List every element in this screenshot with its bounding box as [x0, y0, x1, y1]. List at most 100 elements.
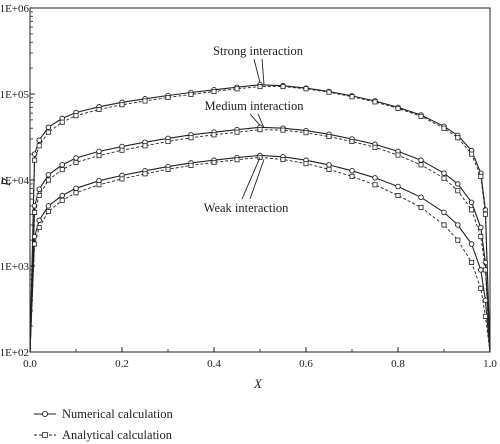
data-point [418, 162, 424, 168]
y-tick-label: 1E+06 [0, 3, 29, 15]
data-point [73, 159, 79, 165]
data-point [469, 207, 475, 213]
data-point [257, 154, 263, 160]
data-point [478, 234, 484, 240]
data-point [45, 209, 51, 215]
data-point [441, 209, 447, 216]
data-point [372, 144, 378, 150]
data-point [349, 139, 355, 145]
data-point [142, 171, 148, 177]
data-point [455, 222, 461, 228]
data-point [478, 285, 484, 291]
data-point [165, 95, 171, 101]
data-point [96, 182, 102, 188]
series-medium-interaction-analytical [29, 127, 491, 353]
data-point [303, 130, 309, 136]
annotation-arrow [257, 113, 265, 128]
data-point [59, 192, 65, 199]
data-point [303, 161, 309, 167]
data-point [280, 127, 286, 133]
annotation-text: Medium interaction [205, 99, 305, 113]
data-point [165, 139, 171, 145]
data-point [142, 98, 148, 104]
x-tick-label: 0.2 [115, 358, 129, 370]
data-point [59, 167, 65, 173]
data-point [211, 132, 217, 138]
series-layer [29, 82, 491, 353]
legend-label: Analytical calculation [62, 428, 173, 442]
data-point [441, 175, 447, 181]
annotation-arrow [261, 58, 265, 85]
data-point [211, 159, 217, 165]
data-point [469, 259, 475, 265]
legend-item-analytical: Analytical calculation [34, 428, 173, 442]
data-point [441, 125, 447, 131]
data-point [142, 143, 148, 149]
data-point [234, 129, 240, 135]
data-point [234, 157, 240, 163]
annotation-arrow [241, 157, 261, 200]
data-point [418, 194, 424, 201]
data-point [482, 297, 489, 303]
data-point [455, 237, 461, 243]
data-point [73, 190, 79, 196]
legend-label: Numerical calculation [62, 407, 173, 421]
y-axis-label: P [0, 178, 13, 187]
series-weak-interaction-analytical [29, 154, 491, 353]
legend-marker [42, 432, 48, 438]
data-point [372, 175, 378, 181]
data-point [32, 209, 38, 215]
data-point [45, 124, 52, 131]
data-point [32, 241, 38, 247]
data-point [36, 186, 42, 193]
data-point [455, 135, 461, 141]
x-tick-label: 0.4 [207, 358, 221, 370]
annotation-strong-interaction: Strong interaction [213, 44, 304, 85]
data-point [482, 267, 488, 273]
data-point [455, 188, 461, 194]
data-point [36, 143, 42, 149]
series-strong-interaction-numerical [29, 82, 491, 353]
data-point [482, 313, 488, 319]
annotation-arrow [249, 113, 261, 126]
y-tick-label: 1E+04 [0, 175, 29, 187]
data-point [395, 105, 401, 111]
data-point [96, 107, 102, 113]
x-tick-label: 0.6 [299, 358, 313, 370]
annotation-medium-interaction: Medium interaction [205, 99, 305, 128]
data-point [45, 203, 52, 209]
data-point [468, 199, 475, 206]
data-point [349, 94, 355, 100]
data-point [326, 162, 332, 168]
series-strong-interaction-analytical [29, 84, 491, 353]
data-point [418, 113, 424, 119]
data-point [441, 170, 447, 176]
data-point [73, 155, 79, 161]
data-point [45, 129, 51, 135]
data-point [326, 89, 332, 95]
data-point [478, 224, 484, 231]
data-point [257, 127, 263, 133]
data-point [59, 162, 65, 168]
legend: Numerical calculation Analytical calculat… [34, 407, 173, 442]
data-point [482, 211, 488, 217]
data-point [395, 183, 401, 190]
data-point [36, 217, 42, 224]
data-point [119, 102, 125, 108]
data-point [96, 148, 102, 155]
data-point [73, 113, 79, 119]
data-point [280, 157, 286, 163]
annotation-arrow [253, 58, 261, 83]
data-point [257, 84, 263, 90]
data-point [372, 99, 378, 105]
data-point [36, 137, 42, 143]
data-point [326, 166, 332, 172]
annotation-arrow [249, 159, 265, 200]
data-point [188, 162, 194, 168]
data-point [188, 135, 194, 141]
data-point [234, 86, 240, 92]
data-point [478, 173, 484, 179]
data-point [32, 157, 38, 163]
data-point [280, 84, 286, 90]
